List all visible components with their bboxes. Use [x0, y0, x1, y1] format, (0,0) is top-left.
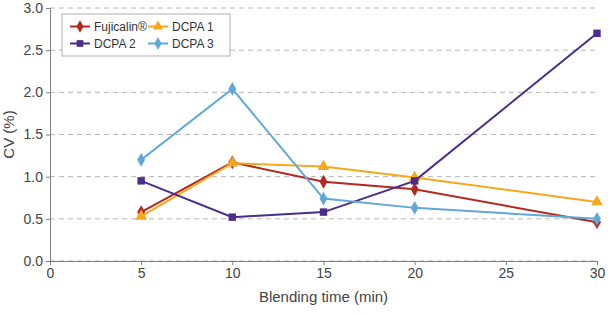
chart: 0 5 10 15 20 25 30 0.0 0.5 1.0 1.5 2.0 2.5 3.0 Fujical…: [0, 0, 608, 316]
series: [137, 30, 600, 221]
legend-label: DCPA 2: [94, 37, 136, 51]
tick-label: 10: [225, 265, 241, 281]
tick-label: 1.0: [24, 169, 44, 185]
x-axis-title: Blending time (min): [259, 288, 388, 305]
series: [137, 82, 601, 226]
marker: [318, 160, 330, 170]
tick-mark: [46, 92, 50, 93]
grid-line: [50, 92, 597, 93]
tick-label: 25: [499, 265, 515, 281]
legend-entry: DCPA 2: [70, 37, 136, 51]
legend-marker: [76, 20, 83, 32]
y-axis-title: CV (%): [0, 110, 17, 158]
tick: 2.0: [24, 84, 50, 100]
grid-line: [50, 218, 597, 219]
tick: 3.0: [24, 0, 50, 16]
tick-label: 20: [407, 265, 423, 281]
marker: [229, 213, 236, 220]
tick: 30: [590, 261, 606, 281]
tick-label: 2.5: [24, 42, 44, 58]
tick-label: 3.0: [24, 0, 44, 16]
marker: [320, 192, 328, 206]
tick: 20: [407, 261, 423, 281]
tick-mark: [46, 177, 50, 178]
tick: 0.0: [24, 253, 50, 269]
tick: 2.5: [24, 42, 50, 58]
marker: [137, 177, 144, 184]
series: [137, 155, 601, 229]
x-axis: 0 5 10 15 20 25 30: [47, 261, 606, 281]
tick-label: 0: [47, 265, 55, 281]
legend-marker: [77, 40, 84, 47]
tick-mark: [46, 8, 50, 9]
legend-entry: DCPA 3: [148, 37, 214, 51]
tick: 0: [47, 261, 55, 281]
tick-label: 15: [316, 265, 332, 281]
tick-label: 2.0: [24, 84, 44, 100]
tick: 1.5: [24, 126, 50, 142]
marker: [593, 30, 600, 37]
tick-label: 0.0: [24, 253, 44, 269]
tick-mark: [46, 135, 50, 136]
tick: 0.5: [24, 211, 50, 227]
marker: [228, 82, 236, 96]
tick-label: 0.5: [24, 211, 44, 227]
series: [135, 156, 603, 219]
tick-label: 30: [590, 265, 606, 281]
axis-line: [46, 9, 51, 262]
grid-line: [50, 8, 597, 9]
marker: [137, 153, 145, 167]
legend-label: DCPA 3: [172, 37, 214, 51]
legend-marker: [153, 21, 163, 30]
tick-label: 5: [138, 265, 146, 281]
tick: 5: [138, 261, 146, 281]
marker: [320, 208, 327, 215]
tick-mark: [46, 261, 50, 262]
series-group: [135, 30, 603, 230]
legend-box: [62, 14, 230, 56]
marker: [320, 175, 328, 189]
tick: 15: [316, 261, 332, 281]
series-line: [141, 89, 597, 219]
legend-entry: DCPA 1: [148, 20, 214, 34]
tick-mark: [46, 50, 50, 51]
tick-mark: [46, 219, 50, 220]
legend-entry: Fujicalin®: [70, 20, 147, 34]
legend: Fujicalin® DCPA 1 DCPA 2 DCPA 3: [62, 14, 230, 56]
grid: [50, 8, 597, 261]
legend-label: Fujicalin®: [94, 20, 147, 34]
tick: 1.0: [24, 169, 50, 185]
legend-marker: [154, 37, 161, 49]
legend-label: DCPA 1: [172, 20, 214, 34]
y-axis: 0.0 0.5 1.0 1.5 2.0 2.5 3.0: [24, 0, 51, 269]
marker: [593, 212, 601, 226]
marker: [226, 156, 238, 166]
series-line: [141, 162, 597, 222]
tick: 10: [225, 261, 241, 281]
plot: 0 5 10 15 20 25 30 0.0 0.5 1.0 1.5 2.0 2.5 3.0 Fujical…: [24, 0, 606, 281]
marker: [411, 177, 418, 184]
tick-label: 1.5: [24, 126, 44, 142]
marker: [411, 201, 419, 215]
tick: 25: [499, 261, 515, 281]
marker: [591, 195, 603, 205]
series-line: [141, 33, 597, 217]
marker: [135, 210, 147, 220]
grid-line: [50, 134, 597, 135]
